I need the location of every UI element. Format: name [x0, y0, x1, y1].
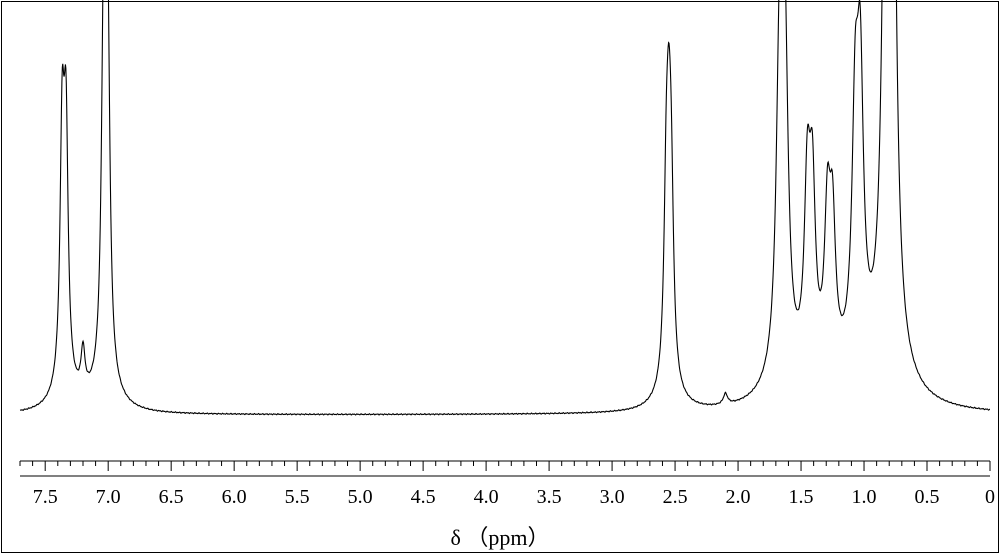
- x-tick-label: 0: [985, 486, 995, 509]
- x-axis-label: δ （ppm）: [0, 520, 1000, 552]
- x-tick-label: 0.5: [915, 486, 940, 509]
- x-tick-label: 4.0: [474, 486, 499, 509]
- x-tick-label: 3.5: [537, 486, 562, 509]
- nmr-figure: 7.5 7.0 6.5 6.0 5.5 5.0 4.5 4.0 3.5 3.0 2.5 2.0 1.5 1…: [0, 0, 1000, 554]
- x-tick-label: 3.0: [600, 486, 625, 509]
- x-tick-label: 1.0: [852, 486, 877, 509]
- x-tick-label: 4.5: [411, 486, 436, 509]
- x-tick-label: 5.0: [348, 486, 373, 509]
- x-tick-label: 7.5: [33, 486, 58, 509]
- x-tick-label: 7.0: [96, 486, 121, 509]
- x-tick-label: 2.0: [726, 486, 751, 509]
- x-axis-ruler: [0, 0, 1000, 554]
- x-tick-label: 1.5: [789, 486, 814, 509]
- x-tick-label: 6.5: [159, 486, 184, 509]
- x-tick-label: 2.5: [663, 486, 688, 509]
- x-tick-label: 5.5: [285, 486, 310, 509]
- x-tick-label: 6.0: [222, 486, 247, 509]
